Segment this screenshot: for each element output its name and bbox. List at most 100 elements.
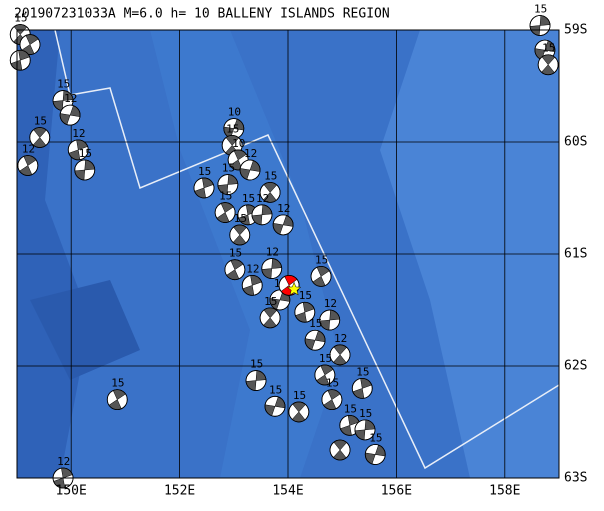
focal-mechanism: 15 [288, 389, 310, 423]
trough [30, 280, 140, 380]
focal-mechanism: 15 [193, 165, 215, 199]
beachball-outline [351, 377, 373, 399]
beachball-outline [241, 274, 263, 296]
focal-mechanism: 15 [259, 295, 281, 329]
depth-label: 10 [228, 106, 241, 119]
lon-label: 154E [272, 484, 303, 499]
focal-mechanism: 15 [52, 78, 74, 111]
depth-label: 15 [234, 212, 247, 225]
beachball-outline [261, 258, 283, 279]
depth-label: 12 [57, 455, 70, 468]
graticule [17, 29, 559, 479]
depth-label: 15 [359, 407, 372, 420]
depth-label: 12 [277, 202, 290, 215]
focal-mechanism: 15 [364, 431, 386, 465]
beachball-outline [59, 104, 81, 126]
focal-mechanism: 15 [29, 115, 51, 148]
beachball-outline [229, 224, 251, 246]
depth-label: 15 [299, 289, 312, 302]
depth-label: 12 [334, 332, 347, 345]
beachball-outline [529, 15, 551, 36]
depth-label: 15 [250, 358, 263, 371]
depth-label: 15 [79, 147, 92, 160]
beachball-outline [74, 159, 96, 181]
depth-label: 12 [64, 92, 77, 105]
focal-mechanism: 15 [354, 407, 376, 441]
depth-label: 12 [324, 297, 337, 310]
map-frame [16, 29, 560, 479]
mainshock-ball-outline [278, 274, 300, 296]
depth-label: 15 [542, 42, 555, 55]
lat-label: 60S [564, 135, 587, 150]
depth-label: 12 [256, 192, 269, 205]
focal-mechanism: 12 [319, 297, 341, 331]
depth-label: 12 [72, 127, 85, 140]
depth-label: 15 [264, 169, 277, 182]
depth-label: 15 [534, 3, 547, 16]
depth-label: 15 [226, 122, 239, 135]
depth-label: 15 [219, 190, 232, 203]
focal-mechanism: 12 [239, 147, 261, 181]
lat-label: 61S [564, 247, 587, 262]
beachball-outline [329, 344, 351, 366]
focal-mechanism: 15 [245, 358, 267, 391]
beachball-outline [224, 259, 246, 281]
depth-label: 15 [293, 389, 306, 402]
focal-mechanism: 12 [261, 246, 283, 279]
focal-mechanism: 15 [351, 365, 373, 399]
beachball-outline [272, 214, 294, 236]
epicenter-star [286, 281, 302, 296]
beachball-outline [17, 155, 39, 176]
focal-mechanism: 15 [314, 352, 336, 386]
beachball-outline [319, 309, 341, 331]
beachball-outline [354, 419, 376, 441]
beachball-outline [304, 329, 326, 351]
depth-label: 15 [57, 78, 70, 91]
focal-mechanism: 15 [537, 42, 559, 76]
depth-label: 12 [22, 143, 35, 156]
depth-label: 15 [369, 431, 382, 444]
beachball-outline [9, 49, 31, 71]
depth-label: 12 [244, 147, 257, 160]
focal-mechanism: 15 [259, 169, 281, 203]
beachball-outline [329, 439, 351, 461]
depth-label: 12 [266, 246, 279, 259]
focal-mechanism: 12 [251, 192, 273, 226]
focal-mechanism: 15 [304, 317, 326, 351]
beachball-outline [67, 139, 89, 161]
beachball-outline [314, 364, 336, 386]
depth-label: 15 [269, 383, 282, 396]
beachball-outline [259, 181, 281, 203]
beachball-outline [245, 370, 267, 391]
beachball-outline [310, 265, 332, 287]
focal-mechanism: 15 [529, 3, 551, 36]
depth-label: 15 [315, 253, 328, 266]
beachball-outline [364, 444, 386, 465]
focal-mechanism: 15 [224, 247, 246, 281]
depth-label: 15 [326, 377, 339, 390]
focal-mechanism: 15 [214, 190, 236, 223]
focal-mechanism: 12 [17, 143, 39, 176]
depth-label: 15 [229, 247, 242, 260]
depth-label: 15 [344, 402, 357, 415]
beachball-outline [239, 159, 261, 181]
lat-label: 62S [564, 359, 587, 374]
depth-label: 15 [34, 115, 47, 128]
focal-mechanism: 12 [241, 262, 263, 296]
focal-mechanism: 12 [329, 332, 351, 366]
focal-mechanism: 15 [294, 289, 316, 323]
focal-mechanism: 15 [321, 377, 343, 411]
title: 201907231033A M=6.0 h= 10 BALLENY ISLAND… [14, 7, 390, 22]
beachball-outline [294, 301, 316, 323]
depth-label: 12 [246, 262, 259, 275]
beachball-outline [29, 127, 51, 148]
focal-mechanism: 15 [217, 162, 239, 195]
depth-label: 15 [264, 295, 277, 308]
focal-mechanism [19, 34, 41, 55]
beachball-outline [217, 174, 239, 195]
beachball-outline [19, 34, 41, 55]
depth-label: 15 [198, 165, 211, 178]
